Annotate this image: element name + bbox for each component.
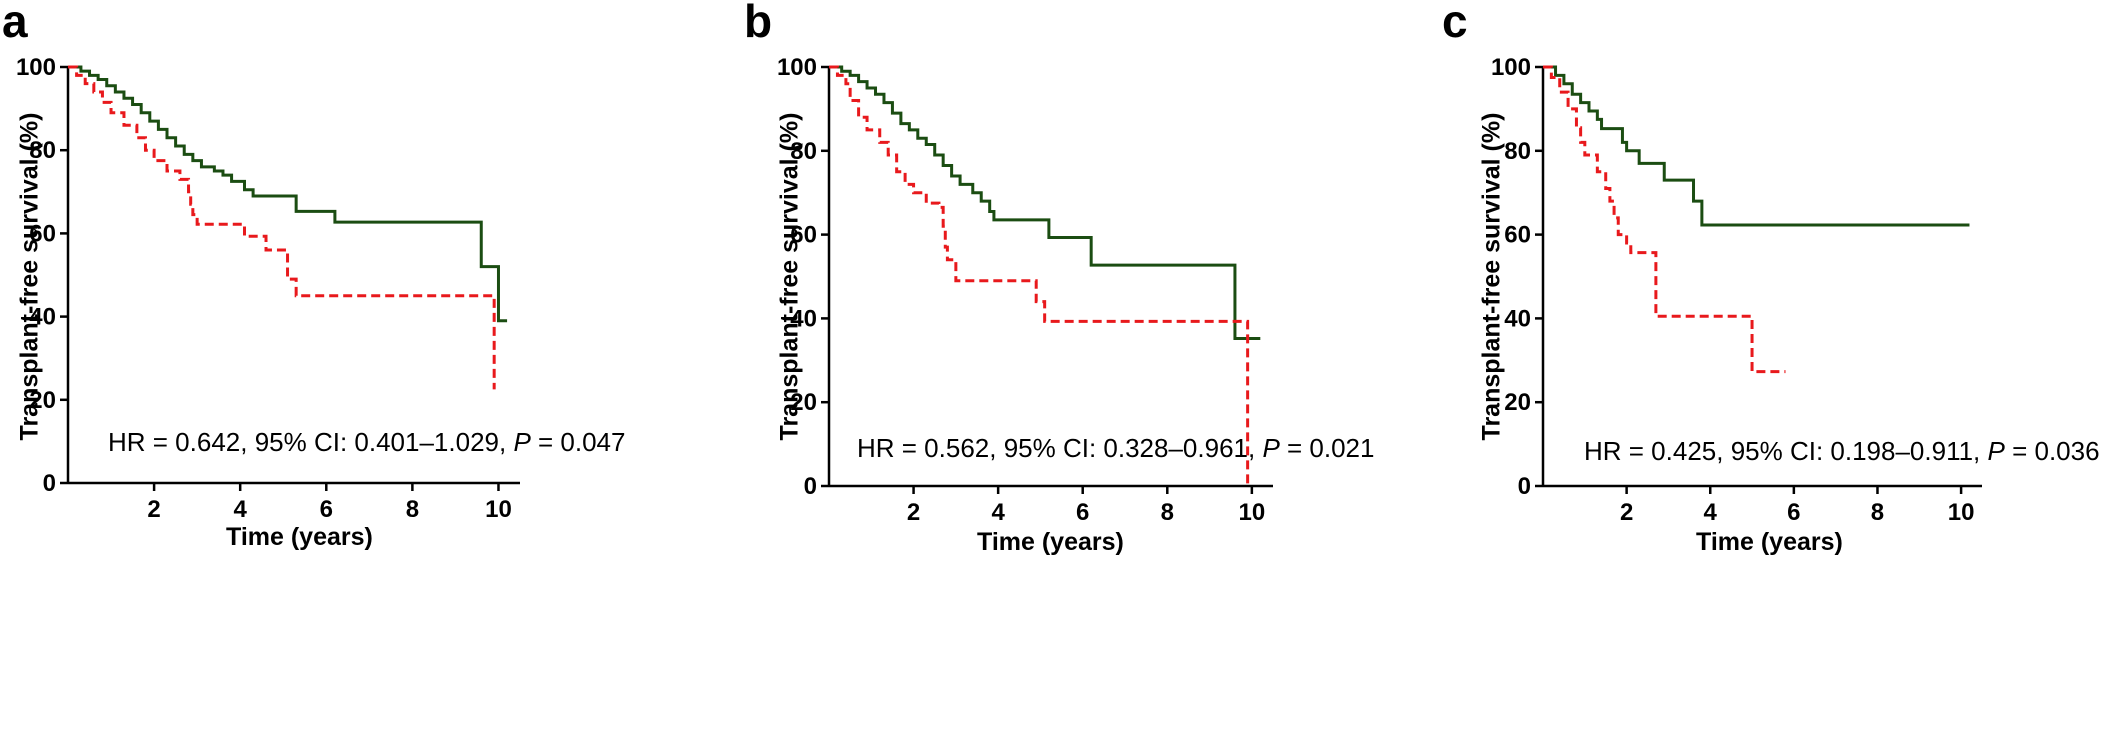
stats-suffix-c: = 0.036 [2004,436,2100,466]
y-tick-label-a-1: 20 [29,387,56,414]
y-tick-label-a-0: 0 [43,470,56,497]
stats-annotation-b: HR = 0.562, 95% CI: 0.328–0.961, P = 0.0… [857,433,1374,464]
y-tick-label-c-3: 60 [1504,222,1531,249]
survival-curve-b-dashed [829,65,1250,486]
x-tick-label-b-1: 4 [991,499,1005,526]
stats-suffix-a: = 0.047 [530,427,626,457]
y-tick-label-c-1: 20 [1504,389,1531,416]
x-tick-label-b-0: 2 [907,499,920,526]
x-tick-label-c-4: 10 [1948,499,1975,526]
panel-letter-c: c [1442,0,1468,47]
chart-a: 0 20 40 60 80 100 2 4 6 8 10 [16,54,520,523]
x-tick-label-c-0: 2 [1620,499,1633,526]
chart-b: 0 20 40 60 80 100 2 4 6 8 10 [777,54,1273,526]
x-tick-label-a-4: 10 [485,496,512,523]
y-tick-label-b-2: 40 [790,305,817,332]
survival-curve-a-dashed [68,65,496,390]
stats-prefix-c: HR = 0.425, 95% CI: 0.198–0.911, [1584,436,1988,466]
x-tick-label-c-2: 6 [1787,499,1800,526]
y-tick-label-c-2: 40 [1504,305,1531,332]
x-tick-label-b-4: 10 [1239,499,1266,526]
x-tick-label-c-3: 8 [1871,499,1884,526]
panel-c: c Transplant-free survival (%) 0 20 40 60 80… [1420,0,2120,749]
survival-curve-a-solid [68,65,508,323]
y-tick-label-a-3: 60 [29,220,56,247]
x-tick-label-b-2: 6 [1076,499,1089,526]
x-tick-label-c-1: 4 [1704,499,1718,526]
y-tick-label-c-0: 0 [1518,473,1531,500]
x-axis-label-a: Time (years) [226,523,373,551]
y-tick-label-b-1: 20 [790,389,817,416]
stats-annotation-c: HR = 0.425, 95% CI: 0.198–0.911, P = 0.0… [1584,436,2100,467]
y-tick-label-a-4: 80 [29,137,56,164]
y-tick-label-c-4: 80 [1504,138,1531,165]
stats-p-symbol-a: P [513,427,531,457]
y-tick-label-b-0: 0 [804,473,817,500]
stats-p-symbol-c: P [1987,436,2005,466]
stats-suffix-b: = 0.021 [1279,433,1375,463]
y-tick-label-c-5: 100 [1491,54,1531,81]
chart-c: 0 20 40 60 80 100 2 4 6 8 10 [1491,54,1982,526]
x-axis-label-b: Time (years) [977,528,1124,556]
survival-curve-c-dashed [1543,65,1786,374]
panel-b: b Transplant-free survival (%) 0 20 40 60 80… [730,0,1430,749]
panel-letter-a: a [2,0,28,47]
x-tick-label-b-3: 8 [1161,499,1174,526]
y-tick-label-a-5: 100 [16,54,56,81]
panel-a: a Transplant-free survival (%) 0 20 40 60 80… [0,0,700,749]
y-tick-label-a-2: 40 [29,304,56,331]
x-tick-label-a-3: 8 [406,496,419,523]
x-tick-label-a-0: 2 [147,496,160,523]
survival-curve-c-solid [1543,65,1970,227]
stats-p-symbol-b: P [1262,433,1280,463]
survival-curve-b-solid [829,65,1261,341]
x-tick-label-a-1: 4 [234,496,248,523]
stats-annotation-a: HR = 0.642, 95% CI: 0.401–1.029, P = 0.0… [108,427,625,458]
stats-prefix-a: HR = 0.642, 95% CI: 0.401–1.029, [108,427,514,457]
x-axis-label-c: Time (years) [1696,528,1843,556]
y-tick-label-b-5: 100 [777,54,817,81]
stats-prefix-b: HR = 0.562, 95% CI: 0.328–0.961, [857,433,1263,463]
y-tick-label-b-4: 80 [790,138,817,165]
y-tick-label-b-3: 60 [790,222,817,249]
x-tick-label-a-2: 6 [320,496,333,523]
panel-letter-b: b [744,0,773,47]
